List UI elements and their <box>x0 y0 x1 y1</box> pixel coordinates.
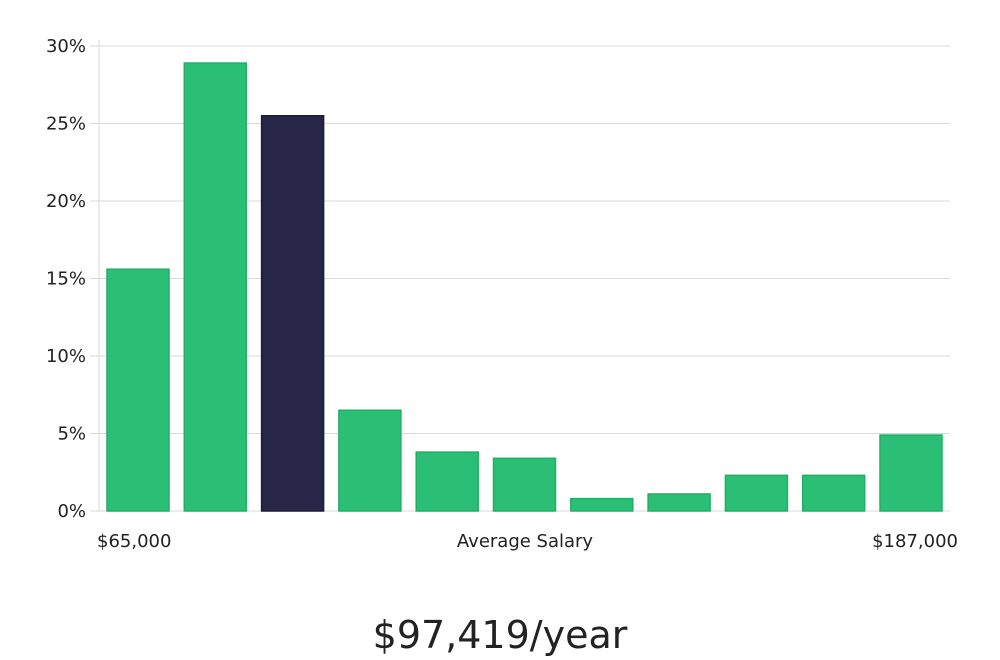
bars <box>106 62 943 512</box>
y-tick-label: 15% <box>46 269 86 290</box>
y-axis-ticks: 0% 5% 10% 15% 20% 25% 30% <box>46 36 86 522</box>
average-salary-headline: $97,419/year <box>373 613 628 657</box>
bar <box>338 409 402 512</box>
bar-highlighted <box>260 115 325 512</box>
bar <box>183 62 248 512</box>
y-tick-label: 5% <box>57 424 86 445</box>
bar <box>570 497 634 512</box>
bar <box>724 474 789 512</box>
bar <box>492 457 557 512</box>
bar <box>801 474 866 512</box>
x-axis-title: Average Salary <box>457 531 594 552</box>
x-axis-max-label: $187,000 <box>872 531 958 552</box>
y-tick-label: 30% <box>46 36 86 57</box>
bar <box>106 268 170 512</box>
bar <box>647 493 711 512</box>
y-tick-label: 0% <box>57 501 86 522</box>
y-tick-label: 20% <box>46 191 86 212</box>
bar <box>415 451 479 512</box>
x-axis-min-label: $65,000 <box>97 531 171 552</box>
bar <box>879 434 943 512</box>
y-tick-label: 25% <box>46 114 86 135</box>
y-tick-label: 10% <box>46 346 86 367</box>
